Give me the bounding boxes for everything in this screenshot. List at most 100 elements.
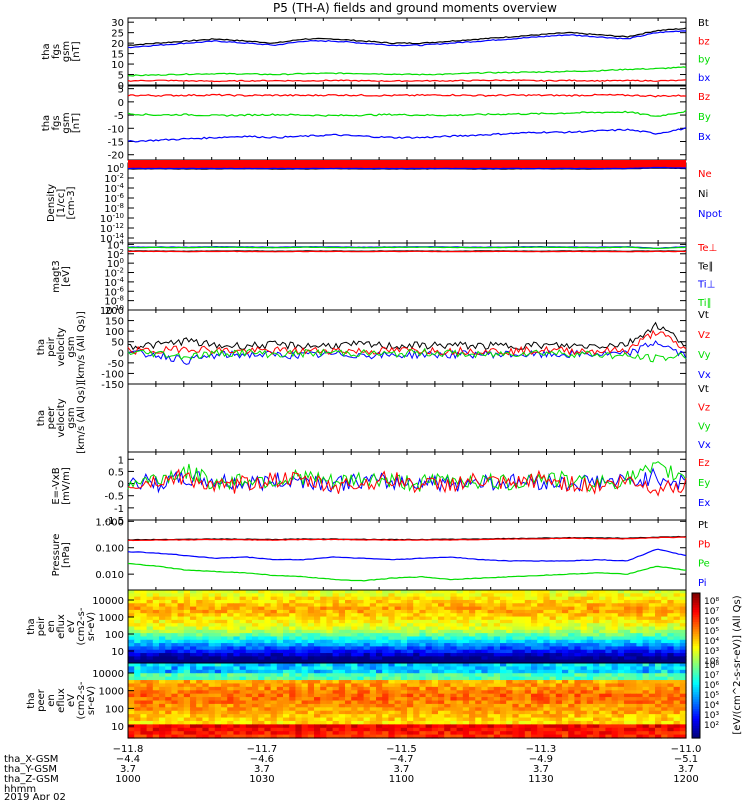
heatmap-cell [487, 717, 495, 722]
heatmap-cell [252, 663, 259, 668]
heatmap-cell [431, 649, 439, 654]
heatmap-cell [431, 603, 439, 608]
heatmap-cell [413, 676, 420, 681]
heatmap-cell [481, 720, 489, 725]
heatmap-cell [617, 606, 625, 611]
heatmap-cell [295, 717, 303, 722]
heatmap-cell [624, 714, 631, 719]
heatmap-cell [357, 596, 365, 601]
heatmap-cell [500, 649, 507, 654]
heatmap-cell [469, 676, 476, 681]
heatmap-cell [202, 700, 210, 705]
ylabel-line: (cm2-s- [76, 681, 87, 719]
heatmap-cell [555, 703, 563, 708]
heatmap-cell [512, 656, 520, 661]
heatmap-cell [264, 676, 272, 681]
heatmap-cell [128, 676, 135, 681]
heatmap-cell [481, 629, 489, 634]
heatmap-cell [351, 639, 358, 644]
heatmap-cell [245, 676, 253, 681]
heatmap-cell [382, 703, 389, 708]
heatmap-cell [159, 673, 166, 678]
heatmap-cell [146, 633, 154, 638]
heatmap-cell [655, 596, 662, 601]
heatmap-cell [493, 653, 501, 657]
heatmap-cell [276, 693, 284, 698]
ylabel-line: fgs [51, 44, 62, 59]
heatmap-cell [252, 707, 259, 712]
heatmap-cell [543, 653, 551, 657]
colorbar-tick: 10⁵ [704, 691, 719, 701]
heatmap-cell [506, 703, 513, 708]
heatmap-cell [326, 724, 334, 729]
heatmap-cell [295, 703, 303, 708]
heatmap-cell [252, 710, 259, 715]
heatmap-cell [159, 724, 166, 729]
heatmap-cell [357, 623, 365, 628]
heatmap-cell [146, 734, 154, 739]
heatmap-cell [264, 629, 272, 634]
heatmap-cell [258, 707, 265, 712]
heatmap-cell [338, 683, 346, 688]
heatmap-cell [295, 700, 303, 705]
heatmap-cell [326, 680, 334, 685]
heatmap-cell [469, 629, 476, 634]
heatmap-cell [679, 590, 687, 594]
heatmap-cell [487, 606, 495, 611]
heatmap-cell [202, 717, 210, 722]
heatmap-cell [438, 697, 445, 702]
heatmap-cell [388, 693, 396, 698]
heatmap-cell [518, 613, 526, 618]
heatmap-cell [363, 710, 371, 715]
heatmap-cell [593, 636, 600, 641]
heatmap-cell [140, 629, 148, 634]
heatmap-cell [506, 639, 513, 644]
heatmap-cell [419, 626, 427, 631]
heatmap-cell [357, 609, 365, 614]
heatmap-cell [679, 683, 687, 688]
heatmap-cell [450, 700, 458, 705]
heatmap-cell [475, 609, 482, 614]
heatmap-cell [289, 703, 296, 708]
heatmap-cell [264, 720, 272, 725]
heatmap-cell [394, 633, 402, 638]
heatmap-cell [152, 629, 160, 634]
heatmap-cell [233, 663, 241, 668]
heatmap-cell [258, 593, 265, 598]
heatmap-cell [574, 676, 582, 681]
heatmap-cell [171, 639, 179, 644]
heatmap-cell [661, 619, 668, 624]
heatmap-cell [611, 629, 619, 634]
heatmap-cell [196, 639, 203, 644]
heatmap-cell [636, 693, 644, 698]
heatmap-cell [617, 656, 625, 661]
heatmap-cell [202, 626, 210, 631]
colorbar-cell [692, 641, 700, 645]
heatmap-cell [481, 659, 489, 664]
heatmap-cell [320, 646, 327, 651]
heatmap-cell [407, 599, 414, 604]
heatmap-cell [481, 653, 489, 657]
heatmap-cell [140, 697, 148, 702]
heatmap-cell [400, 656, 408, 661]
heatmap-cell [190, 636, 197, 641]
heatmap-cell [134, 724, 141, 729]
heatmap-cell [258, 731, 265, 736]
heatmap-cell [469, 643, 476, 648]
heatmap-cell [611, 606, 619, 611]
heatmap-cell [301, 690, 309, 695]
heatmap-cell [518, 629, 526, 634]
heatmap-cell [431, 697, 439, 702]
heatmap-cell [667, 700, 675, 705]
heatmap-cell [283, 669, 290, 674]
heatmap-cell [425, 616, 433, 621]
heatmap-cell [531, 734, 538, 739]
heatmap-cell [481, 599, 489, 604]
heatmap-cell [543, 666, 551, 671]
heatmap-cell [221, 710, 228, 715]
heatmap-cell [258, 710, 265, 715]
heatmap-cell [146, 649, 154, 654]
heatmap-cell [165, 599, 172, 604]
heatmap-cell [252, 734, 259, 739]
series-line [127, 66, 687, 77]
